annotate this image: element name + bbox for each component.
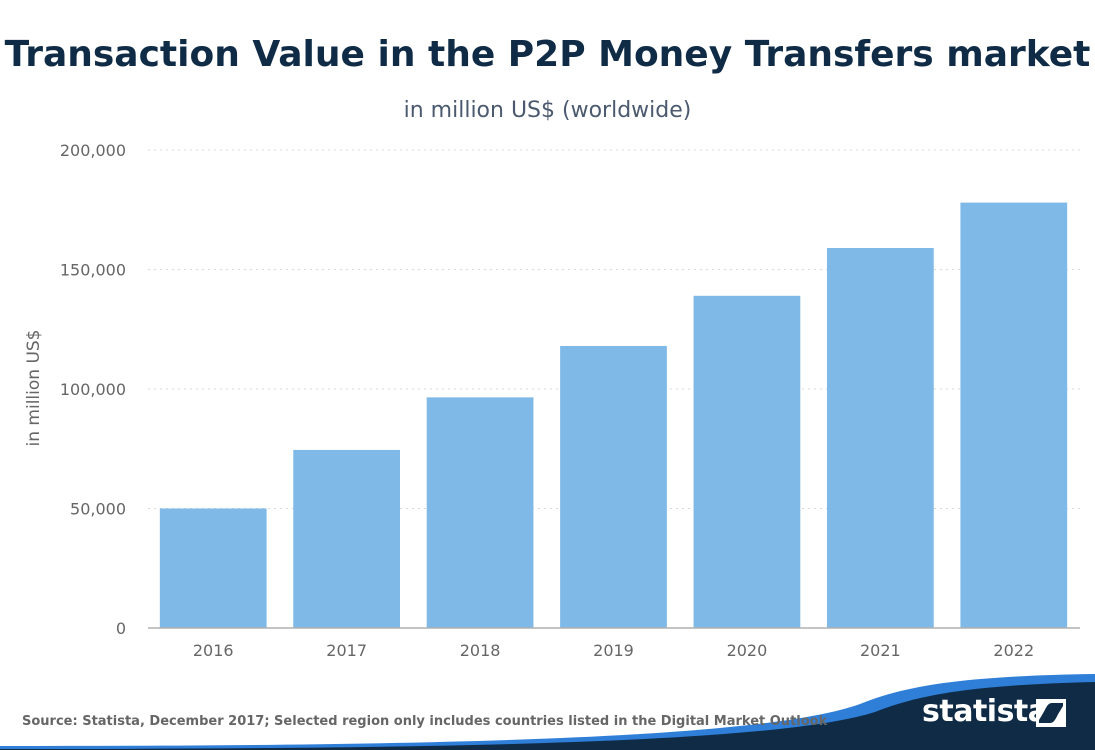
bar-2020[interactable] [693, 295, 801, 628]
statista-logo-icon[interactable] [1036, 699, 1066, 727]
y-axis-label: in million US$ [24, 330, 44, 447]
bar-2022[interactable] [960, 202, 1068, 628]
y-tick-label: 0 [116, 619, 126, 638]
source-note: Source: Statista, December 2017; Selecte… [22, 714, 828, 729]
bar-2019[interactable] [560, 345, 667, 628]
footer-banner [0, 674, 1095, 750]
y-tick-labels: 0 50,000 100,000 150,000 200,000 [60, 141, 126, 638]
x-tick-label: 2016 [193, 641, 234, 660]
chart-subtitle: in million US$ (worldwide) [403, 98, 692, 123]
y-tick-label: 100,000 [60, 380, 126, 399]
x-tick-label: 2018 [460, 641, 501, 660]
bars [159, 202, 1068, 629]
bar-2017[interactable] [293, 449, 401, 628]
x-tick-label: 2019 [593, 641, 634, 660]
y-tick-label: 200,000 [60, 141, 126, 160]
y-tick-label: 150,000 [60, 261, 126, 280]
bar-2016[interactable] [159, 508, 267, 629]
bar-2018[interactable] [426, 397, 534, 628]
footer-dark-wave [0, 682, 1095, 750]
x-tick-label: 2021 [860, 641, 901, 660]
statista-logo-text[interactable]: statista [922, 694, 1048, 729]
bar-2021[interactable] [826, 247, 934, 629]
x-tick-labels: 2016 2017 2018 2019 2020 2021 2022 [193, 641, 1034, 660]
x-tick-label: 2017 [326, 641, 367, 660]
x-tick-label: 2020 [727, 641, 768, 660]
chart-title: Transaction Value in the P2P Money Trans… [4, 34, 1091, 75]
x-tick-label: 2022 [993, 641, 1034, 660]
y-tick-label: 50,000 [70, 500, 126, 519]
